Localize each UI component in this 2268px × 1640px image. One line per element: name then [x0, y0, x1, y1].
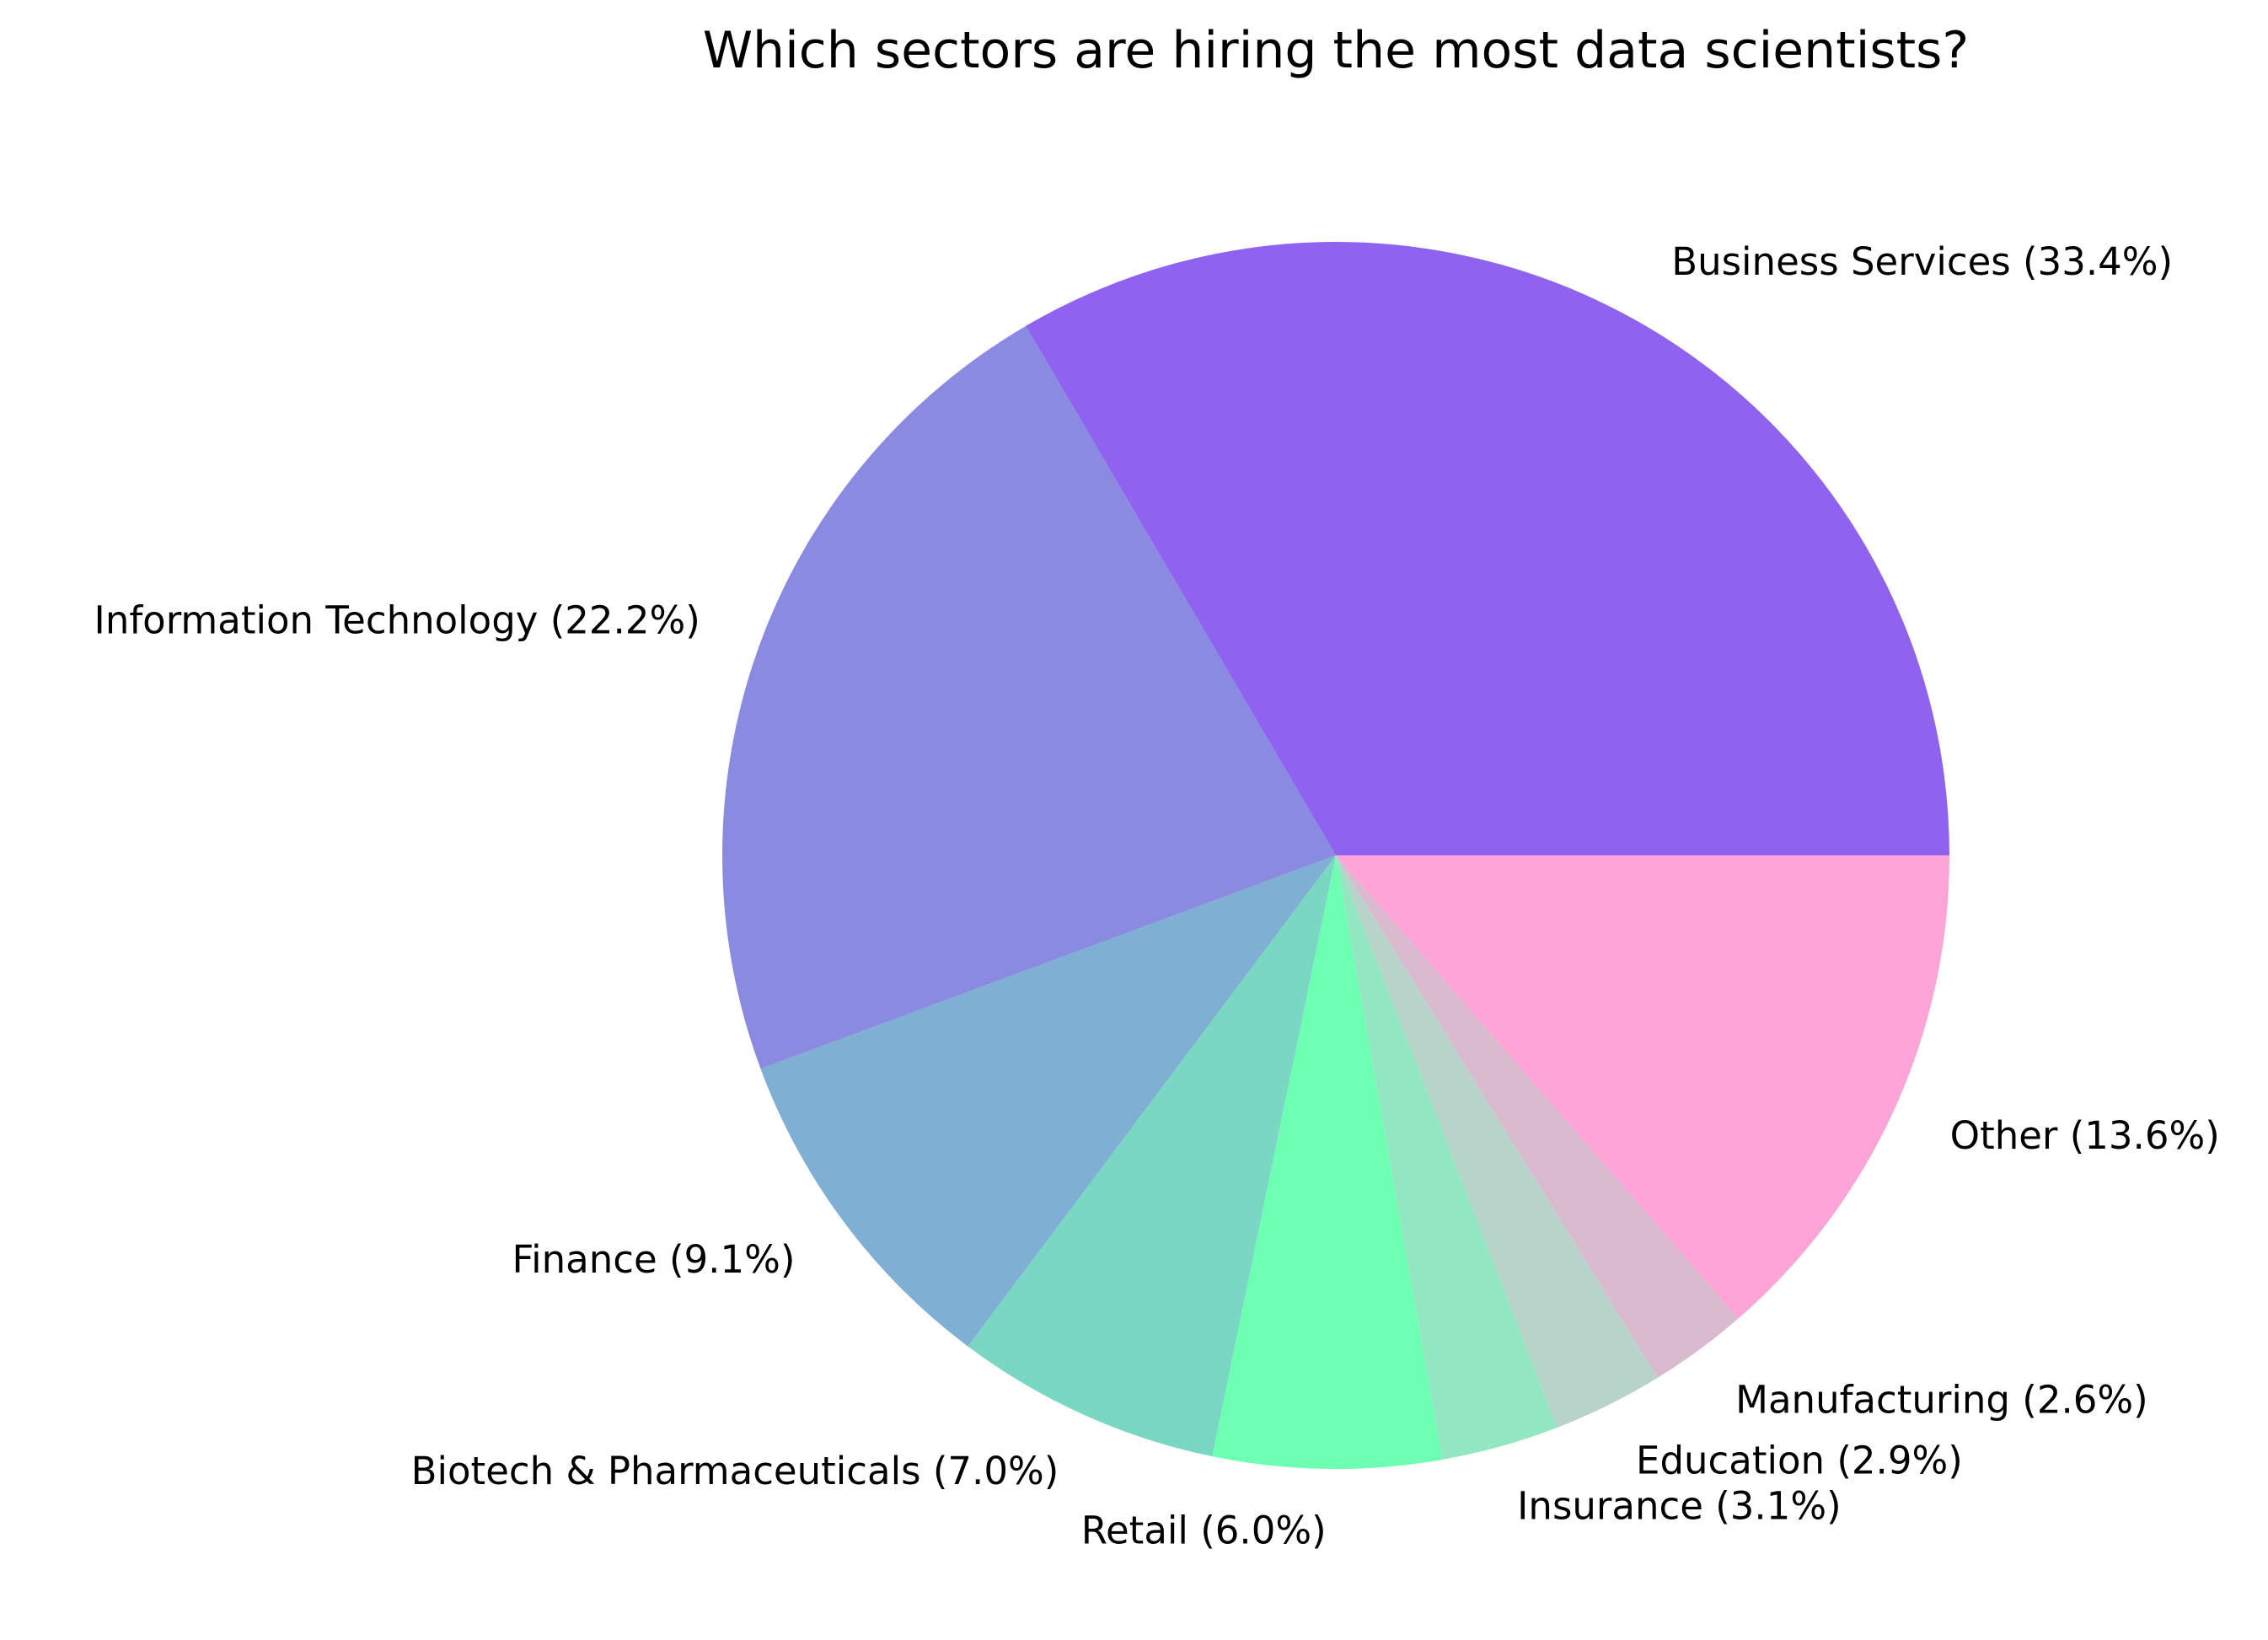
pie-label-information-technology: Information Technology (22.2%)	[94, 598, 700, 642]
pie-label-biotech-and-pharmaceuticals: Biotech & Pharmaceuticals (7.0%)	[411, 1449, 1059, 1493]
pie-slice-education	[1336, 855, 1658, 1428]
pie-slice-finance	[760, 855, 1336, 1347]
pie-slice-biotech-and-pharmaceuticals	[968, 855, 1336, 1457]
pie-labels: Business Services (33.4%) Information Tec…	[94, 239, 2220, 1553]
chart-title: Which sectors are hiring the most data s…	[703, 21, 1970, 80]
pie-label-education: Education (2.9%)	[1636, 1438, 1963, 1482]
pie-label-retail: Retail (6.0%)	[1081, 1509, 1327, 1553]
pie-slice-other	[1336, 855, 1949, 1319]
pie-label-other: Other (13.6%)	[1950, 1113, 2220, 1158]
pie-slice-insurance	[1336, 855, 1558, 1460]
pie-label-finance: Finance (9.1%)	[512, 1237, 796, 1282]
pie-slice-information-technology	[722, 325, 1336, 1069]
pie-label-business-services: Business Services (33.4%)	[1671, 239, 2173, 284]
pie-slice-retail	[1212, 855, 1443, 1469]
pie-slice-business-services	[1026, 241, 1949, 855]
pie-slices	[722, 241, 1949, 1469]
pie-label-insurance: Insurance (3.1%)	[1517, 1483, 1842, 1528]
pie-label-manufacturing: Manufacturing (2.6%)	[1735, 1377, 2148, 1422]
pie-slice-manufacturing	[1336, 855, 1739, 1378]
